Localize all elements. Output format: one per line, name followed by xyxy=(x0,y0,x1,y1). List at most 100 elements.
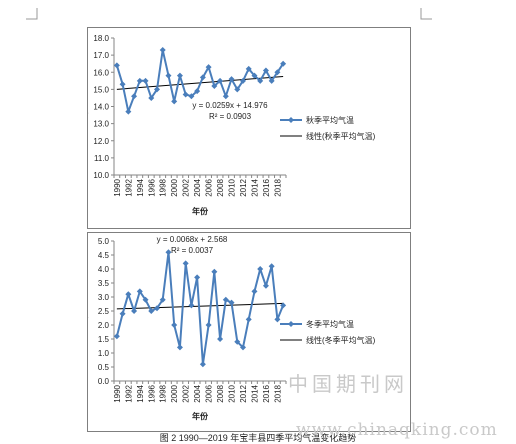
autumn-x-tick-label: 2012 xyxy=(239,178,248,196)
winter-x-tick-label: 2014 xyxy=(250,384,259,402)
winter-trend-equation: y = 0.0068x + 2.568 xyxy=(157,235,228,244)
watermark-url: www.chinaqking.com xyxy=(296,420,498,440)
page-corner-mark-right xyxy=(420,8,432,20)
winter-data-point xyxy=(188,302,195,309)
autumn-y-tick-label: 10.0 xyxy=(93,171,109,180)
autumn-x-tick-label: 2016 xyxy=(262,178,271,196)
autumn-data-point xyxy=(119,81,126,88)
autumn-x-tick-label: 2008 xyxy=(216,178,225,196)
winter-y-tick-label: 4.5 xyxy=(98,251,110,260)
winter-data-point xyxy=(199,361,206,368)
winter-data-point xyxy=(274,316,281,323)
winter-data-point xyxy=(148,308,155,314)
winter-data-point xyxy=(176,344,183,351)
winter-x-tick-label: 2002 xyxy=(182,384,191,402)
autumn-data-point xyxy=(159,46,166,53)
winter-data-point xyxy=(119,310,126,317)
winter-data-point xyxy=(165,249,172,256)
winter-x-tick-label: 1992 xyxy=(124,384,133,402)
autumn-legend-series-marker xyxy=(288,117,294,123)
autumn-data-point xyxy=(240,77,246,84)
winter-trend-r2: R² = 0.0037 xyxy=(171,246,214,255)
autumn-data-point xyxy=(217,77,224,84)
autumn-data-point xyxy=(171,98,178,105)
autumn-data-point xyxy=(165,72,172,79)
watermark-chinese: 中国期刊网 xyxy=(288,372,408,396)
winter-y-tick-label: 5.0 xyxy=(98,237,110,246)
winter-legend-series-marker xyxy=(288,321,294,327)
autumn-y-tick-label: 13.0 xyxy=(93,120,109,129)
autumn-x-tick-label: 1994 xyxy=(136,178,145,196)
winter-data-point xyxy=(194,274,201,281)
autumn-x-tick-label: 2010 xyxy=(228,178,237,196)
autumn-data-point xyxy=(136,77,143,84)
winter-data-point xyxy=(222,296,229,303)
winter-y-tick-label: 3.5 xyxy=(98,279,110,288)
winter-data-point xyxy=(280,302,287,309)
autumn-x-axis-title: 年份 xyxy=(192,206,209,216)
winter-data-point xyxy=(205,322,212,328)
winter-x-tick-label: 1994 xyxy=(136,384,145,402)
autumn-y-tick-label: 18.0 xyxy=(93,34,109,43)
autumn-data-point xyxy=(199,74,206,81)
winter-x-tick-label: 2006 xyxy=(205,384,214,402)
autumn-data-point xyxy=(131,93,138,100)
autumn-data-point xyxy=(268,77,275,84)
figure-caption: 图 2 1990—2019 年宝丰县四季平均气温变化趋势 xyxy=(159,433,357,443)
autumn-x-tick-label: 2004 xyxy=(193,178,202,196)
autumn-data-point xyxy=(222,93,229,100)
autumn-data-point xyxy=(113,62,120,69)
autumn-x-tick-label: 2006 xyxy=(205,178,214,196)
winter-x-tick-label: 1998 xyxy=(159,384,168,402)
autumn-data-point xyxy=(176,72,183,79)
winter-data-point xyxy=(268,263,275,270)
autumn-trend-r2: R² = 0.0903 xyxy=(209,112,252,121)
autumn-x-tick-label: 2000 xyxy=(170,178,179,196)
autumn-data-point xyxy=(245,65,252,72)
autumn-x-tick-label: 1992 xyxy=(124,178,133,196)
autumn-x-tick-label: 2002 xyxy=(182,178,191,196)
autumn-y-tick-label: 17.0 xyxy=(93,51,109,60)
autumn-data-point xyxy=(125,108,132,115)
autumn-data-point xyxy=(228,76,235,83)
winter-data-point xyxy=(245,316,252,323)
winter-y-tick-label: 4.0 xyxy=(98,265,110,274)
chart-autumn: 10.0 11.0 12.0 13.0 14.0 15.0 16.0 17.0 18.0 1990… xyxy=(79,34,376,216)
autumn-trend-equation: y = 0.0259x + 14.976 xyxy=(192,101,268,110)
winter-y-tick-label: 2.5 xyxy=(98,307,110,316)
autumn-data-point xyxy=(205,64,212,71)
autumn-data-point xyxy=(251,72,258,79)
autumn-y-axis-title: 气温/°C xyxy=(88,93,89,121)
winter-data-point xyxy=(234,338,241,345)
autumn-data-point xyxy=(194,88,201,95)
autumn-y-tick-label: 14.0 xyxy=(93,103,109,112)
winter-data-point xyxy=(182,260,189,267)
autumn-data-point xyxy=(142,77,149,84)
winter-x-tick-label: 2010 xyxy=(228,384,237,402)
autumn-legend-trend-label: 线性(秋季平均气温) xyxy=(306,131,376,141)
winter-data-point xyxy=(217,336,224,342)
winter-y-tick-label: 0.5 xyxy=(98,363,110,372)
winter-x-tick-label: 2018 xyxy=(273,384,282,402)
winter-x-tick-label: 1996 xyxy=(147,384,156,402)
autumn-x-tick-label: 1998 xyxy=(159,178,168,196)
winter-legend-series-label: 冬季平均气温 xyxy=(306,319,354,329)
winter-y-tick-label: 0.0 xyxy=(98,377,110,386)
winter-data-point xyxy=(251,288,258,295)
winter-data-point xyxy=(262,282,269,289)
winter-data-point xyxy=(240,344,246,351)
autumn-data-point xyxy=(188,93,195,100)
winter-x-tick-label: 1990 xyxy=(113,384,122,402)
winter-y-tick-label: 2.0 xyxy=(98,321,110,330)
autumn-data-point xyxy=(148,94,155,101)
winter-y-tick-label: 3.0 xyxy=(98,293,110,302)
autumn-data-point xyxy=(154,86,160,93)
winter-data-point xyxy=(211,268,218,275)
winter-x-axis-title: 年份 xyxy=(192,411,209,421)
autumn-data-point xyxy=(257,77,264,84)
autumn-data-point xyxy=(274,69,281,76)
autumn-data-point xyxy=(182,91,189,98)
autumn-data-point xyxy=(234,86,241,93)
autumn-y-tick-label: 11.0 xyxy=(94,154,110,163)
